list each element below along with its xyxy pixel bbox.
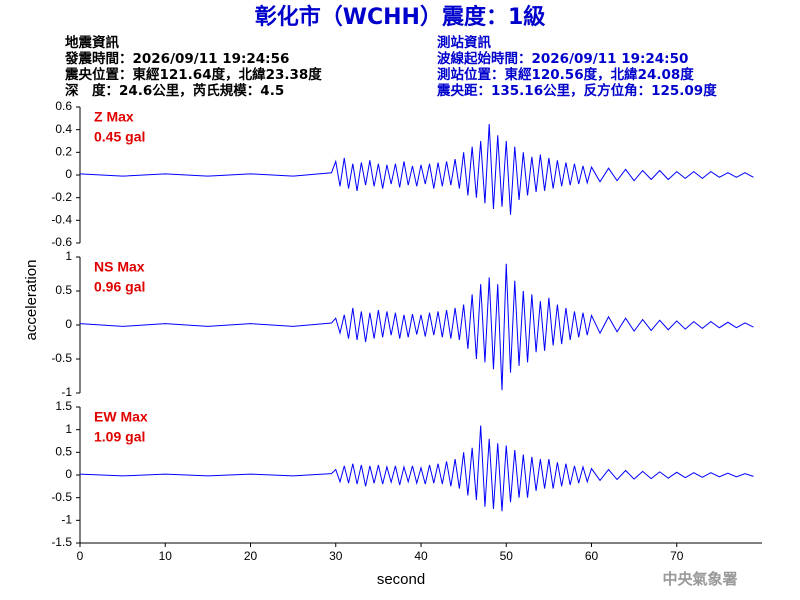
y-tick-label: 0 [65, 467, 72, 481]
info-line: 地震資訊 [65, 34, 119, 51]
y-tick-label: 0.5 [55, 283, 72, 297]
x-tick-label: 0 [77, 549, 84, 563]
waveform [79, 263, 754, 391]
x-axis-label: second [377, 571, 425, 588]
peak-annotation: 0.45 gal [94, 129, 145, 145]
y-tick-label: 0.5 [55, 445, 72, 459]
y-tick-label: -0.5 [51, 351, 72, 365]
x-tick-label: 50 [500, 549, 514, 563]
title: 彰化市（WCHH）震度：1級 [255, 4, 546, 30]
y-tick-label: 0 [65, 167, 72, 181]
info-line: 發震時間：2026/09/11 19:24:56 [64, 50, 289, 67]
y-tick-label: 0.6 [55, 99, 72, 113]
y-tick-label: 1 [65, 422, 72, 436]
x-tick-label: 20 [244, 549, 258, 563]
component-label: Z Max [94, 109, 134, 125]
y-tick-label: -1 [61, 385, 72, 399]
info-line: 震央位置：東經121.64度，北緯23.38度 [64, 66, 322, 83]
peak-annotation: 1.09 gal [94, 429, 145, 445]
y-tick-label: -0.2 [51, 190, 72, 204]
waveform [79, 123, 754, 215]
y-tick-label: 1 [65, 249, 72, 263]
info-line: 波線起始時間：2026/09/11 19:24:50 [437, 50, 688, 67]
y-tick-label: -0.6 [51, 235, 72, 249]
y-axis-label: acceleration [23, 260, 40, 341]
peak-annotation: 0.96 gal [94, 279, 145, 295]
x-tick-label: 40 [414, 549, 428, 563]
component-label: NS Max [94, 259, 145, 275]
y-tick-label: -1.5 [51, 535, 72, 549]
y-tick-label: 0.4 [55, 122, 72, 136]
y-tick-label: -0.5 [51, 490, 72, 504]
y-tick-label: 0 [65, 317, 72, 331]
info-line: 測站資訊 [437, 34, 491, 51]
y-tick-label: 1.5 [55, 399, 72, 413]
info-line: 測站位置：東經120.56度，北緯24.08度 [437, 66, 694, 83]
info-line: 深 度：24.6公里，芮氏規模：4.5 [65, 82, 284, 99]
credit: 中央氣象署 [662, 570, 737, 588]
component-label: EW Max [94, 409, 148, 425]
event-info: 地震資訊 發震時間：2026/09/11 19:24:56 震央位置：東經121… [64, 34, 322, 99]
station-info: 測站資訊 波線起始時間：2026/09/11 19:24:50 測站位置：東經1… [436, 34, 717, 99]
y-tick-label: -0.4 [51, 213, 72, 227]
x-tick-label: 30 [329, 549, 343, 563]
x-tick-label: 70 [670, 549, 684, 563]
info-line: 震央距：135.16公里，反方位角：125.09度 [436, 82, 717, 99]
x-tick-label: 10 [159, 549, 173, 563]
y-tick-label: -1 [61, 513, 72, 527]
x-tick-label: 60 [585, 549, 599, 563]
y-tick-label: 0.2 [55, 145, 72, 159]
waveform [79, 425, 754, 512]
